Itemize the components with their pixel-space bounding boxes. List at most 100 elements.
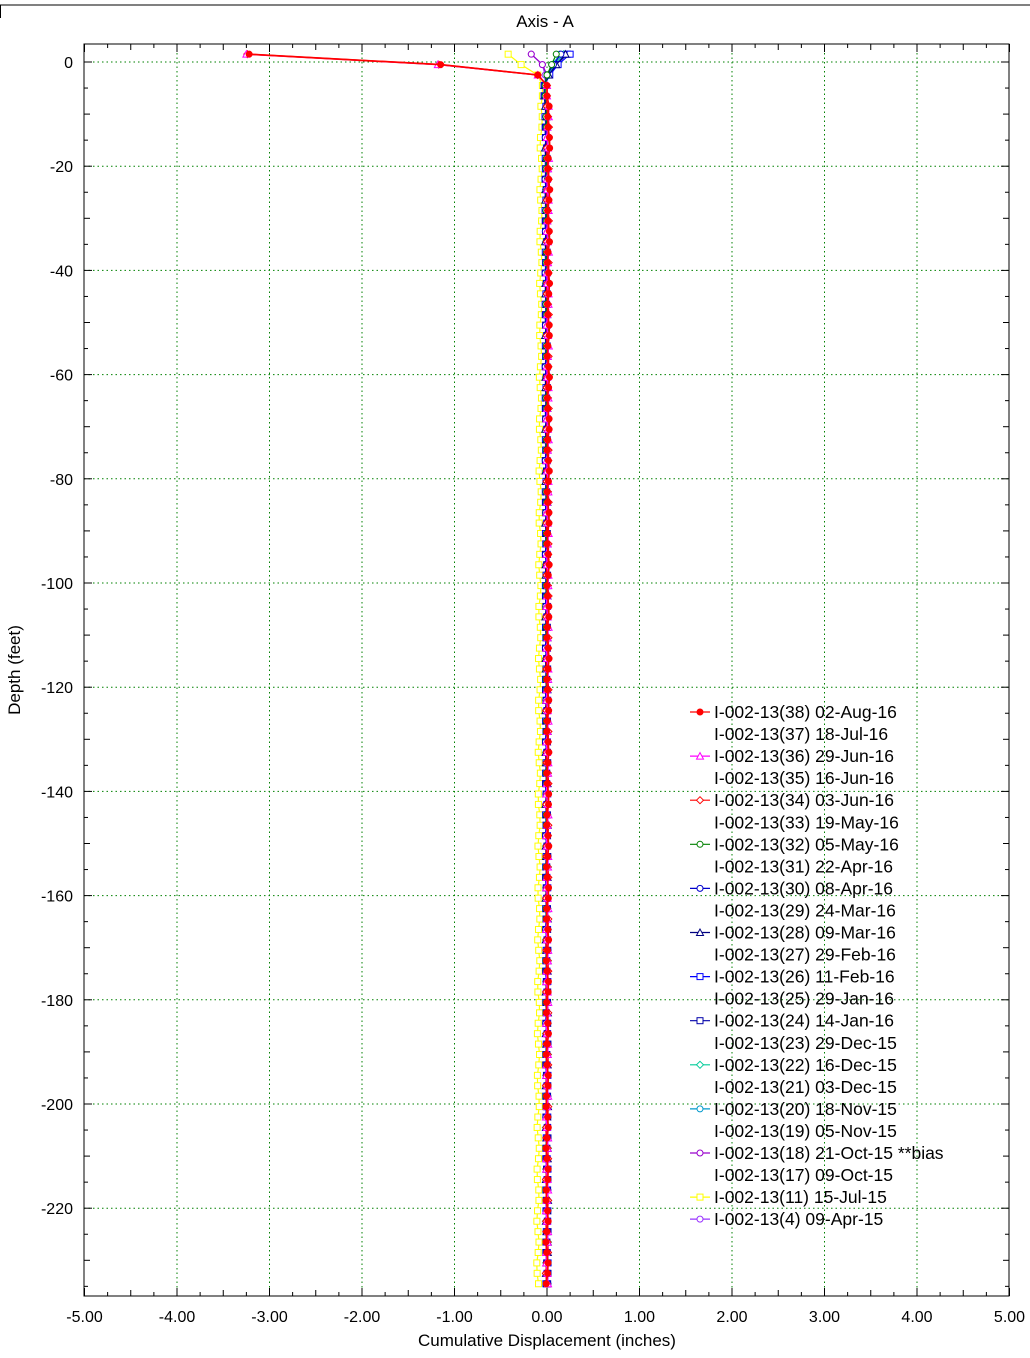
data-point: [544, 894, 552, 902]
data-point: [545, 467, 553, 475]
x-tick-label: 1.00: [624, 1309, 655, 1326]
data-point: [544, 530, 552, 538]
data-point: [535, 696, 543, 704]
series-group: [242, 49, 574, 1288]
data-point: [544, 1259, 552, 1267]
data-point: [536, 821, 544, 829]
data-point: [534, 790, 542, 798]
data-point: [535, 1144, 543, 1152]
data-point: [545, 321, 553, 329]
legend-label: I-002-13(28) 09-Mar-16: [714, 923, 896, 943]
data-point: [437, 61, 445, 69]
data-point: [542, 1144, 550, 1152]
data-point: [535, 1196, 543, 1204]
data-point: [535, 1061, 543, 1069]
data-point: [543, 488, 551, 496]
data-point: [545, 602, 553, 610]
data-point: [543, 821, 551, 829]
y-tick-label: 0: [64, 55, 73, 72]
legend-label: I-002-13(27) 29-Feb-16: [714, 945, 896, 965]
data-point: [544, 1071, 552, 1079]
data-point: [533, 1165, 541, 1173]
data-point: [543, 998, 551, 1006]
data-point: [543, 780, 551, 788]
data-point: [545, 509, 553, 517]
data-point: [535, 832, 543, 840]
data-point: [695, 795, 705, 805]
data-point: [544, 644, 552, 652]
data-point: [545, 936, 553, 944]
data-point: [534, 71, 542, 79]
data-point: [545, 238, 553, 246]
data-point: [552, 50, 560, 58]
data-point: [535, 613, 543, 621]
data-point: [536, 905, 544, 913]
y-tick-label: -40: [50, 263, 73, 280]
data-point: [544, 1217, 552, 1225]
data-point: [527, 50, 535, 58]
data-point: [545, 373, 553, 381]
y-tick-label: -140: [41, 784, 73, 801]
data-point: [535, 373, 543, 381]
data-point: [544, 217, 552, 225]
data-point: [535, 644, 543, 652]
x-tick-label: -1.00: [436, 1309, 473, 1326]
data-point: [245, 50, 253, 58]
data-point: [543, 352, 551, 360]
data-point: [545, 102, 553, 110]
data-point: [533, 1123, 541, 1131]
data-point: [543, 623, 551, 631]
data-point: [544, 248, 552, 256]
data-point: [696, 1193, 704, 1201]
x-tick-label: -2.00: [344, 1309, 381, 1326]
data-point: [542, 957, 550, 965]
x-tick-label: -4.00: [159, 1309, 196, 1326]
data-point: [534, 800, 542, 808]
data-point: [696, 708, 704, 716]
legend-label: I-002-13(34) 03-Jun-16: [714, 790, 894, 810]
y-tick-labels: 0 -20 -40 -60 -80 -100 -120 -140 -160 -180 -200 -22…: [41, 55, 73, 1218]
data-point: [544, 154, 552, 162]
data-point: [543, 592, 551, 600]
y-tick-label: -100: [41, 576, 73, 593]
legend-label: I-002-13(30) 08-Apr-16: [714, 878, 893, 898]
data-point: [543, 540, 551, 548]
data-point: [534, 1228, 542, 1236]
data-point: [544, 342, 552, 350]
data-point: [536, 477, 544, 485]
data-point: [545, 790, 553, 798]
x-tick-labels: -5.00 -4.00 -3.00 -2.00 -1.00 0.00 1.00 2.00 3.0…: [66, 1309, 1025, 1326]
data-point: [535, 1280, 543, 1288]
data-point: [535, 1092, 543, 1100]
data-point: [695, 751, 705, 760]
data-point: [534, 894, 542, 902]
data-point: [535, 425, 543, 433]
data-point: [543, 582, 551, 590]
legend-label: I-002-13(11) 15-Jul-15: [714, 1187, 887, 1207]
data-point: [536, 1051, 544, 1059]
legend-label: I-002-13(38) 02-Aug-16: [714, 702, 897, 722]
data-point: [535, 853, 543, 861]
legend-label: I-002-13(29) 24-Mar-16: [714, 900, 896, 920]
data-point: [542, 1103, 550, 1111]
data-point: [534, 988, 542, 996]
data-point: [696, 840, 704, 848]
data-point: [544, 123, 552, 131]
data-point: [544, 759, 552, 767]
data-point: [544, 988, 552, 996]
data-point: [535, 509, 543, 517]
data-point: [544, 1165, 552, 1173]
x-tick-label: 5.00: [994, 1309, 1025, 1326]
data-point: [544, 1176, 552, 1184]
data-point: [535, 665, 543, 673]
data-point: [544, 853, 552, 861]
data-point: [543, 967, 551, 975]
data-point: [696, 973, 704, 981]
data-point: [535, 946, 543, 954]
data-point: [544, 311, 552, 319]
data-point: [536, 811, 544, 819]
data-point: [535, 1103, 543, 1111]
data-point: [544, 738, 552, 746]
legend-label: I-002-13(33) 19-May-16: [714, 812, 899, 832]
